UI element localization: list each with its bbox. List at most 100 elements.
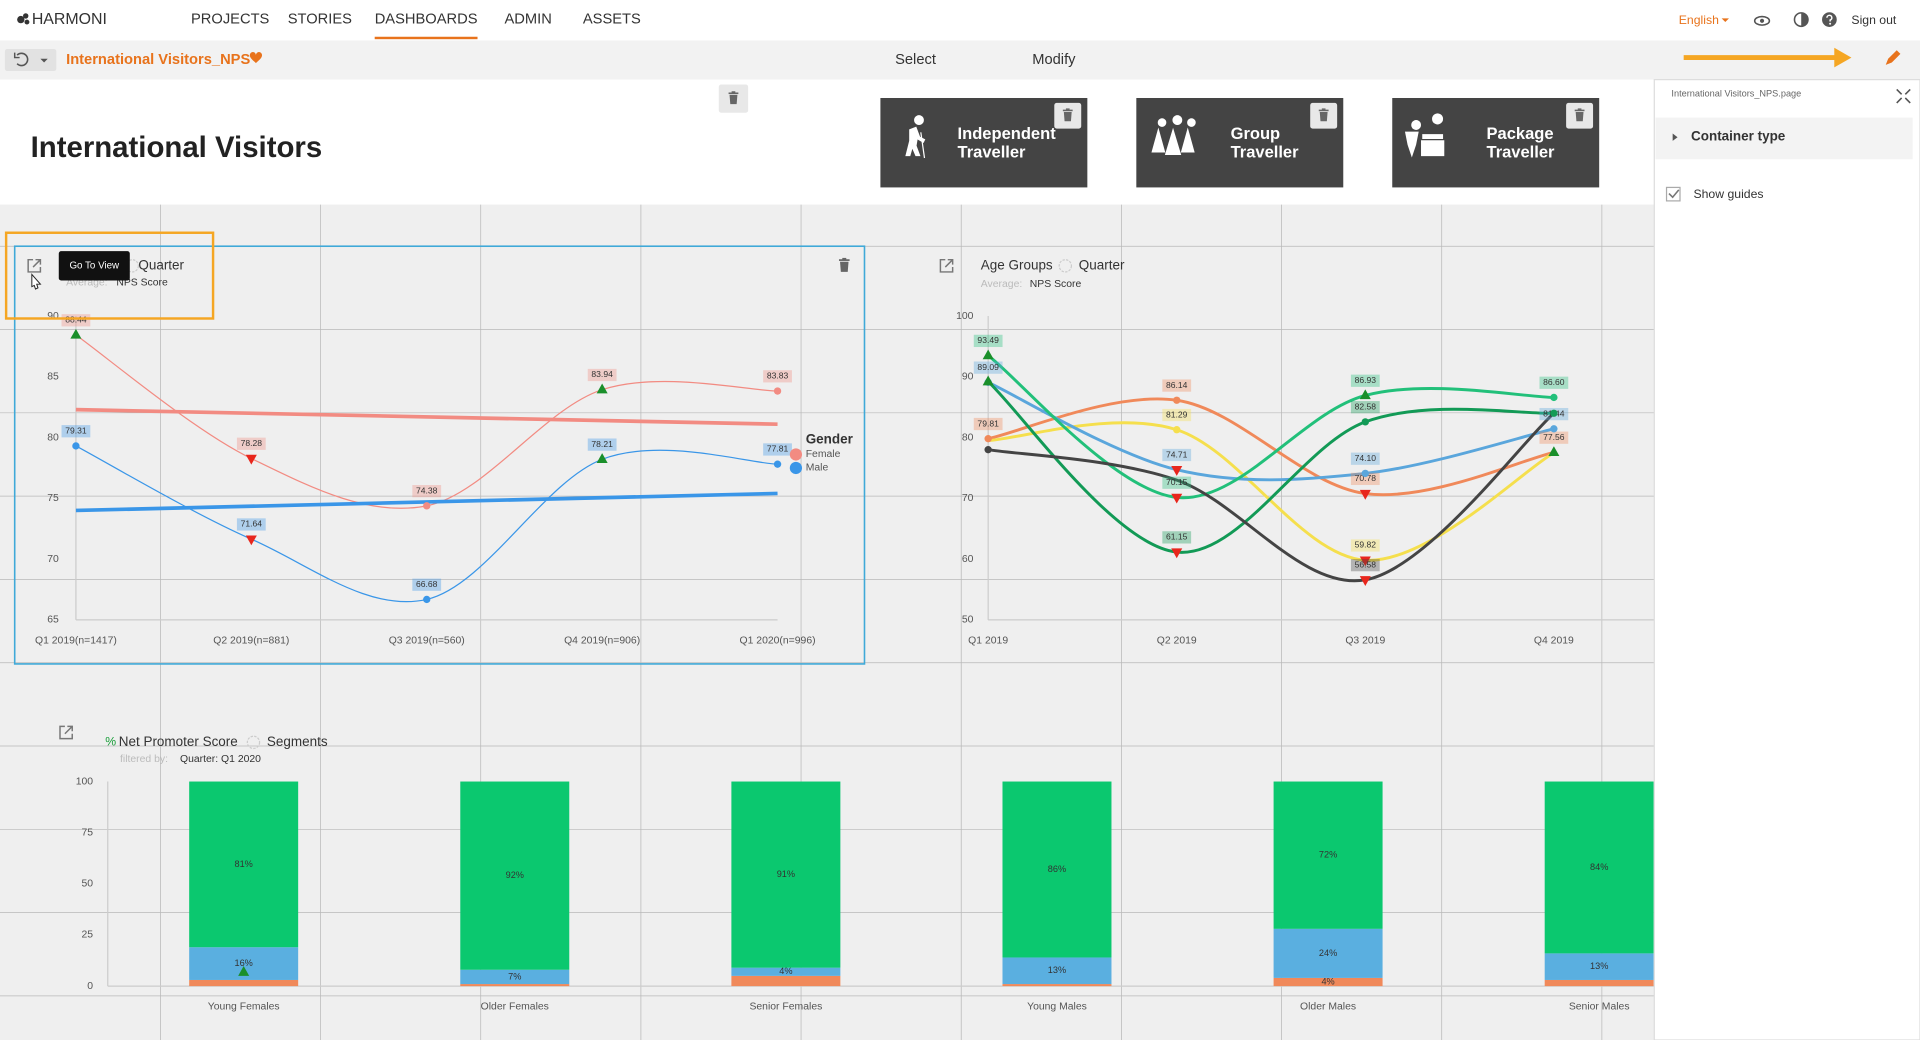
tile-label[interactable]: Package: [1487, 124, 1554, 143]
edit-icon[interactable]: [1885, 50, 1901, 65]
line-chart: 65 70 75 80 85 90 Q1 2019(n=1417) Q2 2019(n=881…: [35, 311, 816, 647]
data-label-bg: [236, 437, 266, 450]
chart-title-prefix: %: [105, 735, 116, 749]
data-label-bg: [1162, 448, 1192, 462]
data-label: 86.93: [1355, 375, 1377, 385]
down-marker: [1359, 556, 1371, 567]
legend-label[interactable]: Female: [806, 449, 841, 460]
header-delete[interactable]: [718, 84, 749, 113]
data-label-bg: [1350, 401, 1380, 414]
pointer-arrow: [1683, 47, 1852, 68]
tile-label[interactable]: Traveller: [1487, 142, 1556, 161]
nav-item[interactable]: ASSETS: [583, 11, 641, 27]
data-label-bg: [1539, 431, 1569, 444]
checkmark[interactable]: [1668, 189, 1680, 199]
section-row[interactable]: [1655, 117, 1913, 160]
properties-panel: [1653, 79, 1920, 1040]
data-label-bg: [1350, 452, 1380, 465]
modify-action[interactable]: Modify: [1032, 52, 1076, 68]
down-marker: [1359, 576, 1371, 586]
y-tick-label: 80: [47, 432, 59, 443]
help-icon-part[interactable]: [1829, 22, 1832, 25]
history-button[interactable]: [4, 48, 57, 72]
history-button-part[interactable]: [16, 52, 29, 67]
legend-label[interactable]: Male: [806, 463, 829, 474]
data-label: 4%: [1321, 976, 1334, 986]
help-icon[interactable]: [1822, 12, 1837, 27]
x-tick-label: Young Males: [1027, 1002, 1087, 1013]
point: [1361, 418, 1369, 426]
data-label: 86.14: [1166, 380, 1188, 390]
legend-swatch[interactable]: [789, 461, 803, 475]
chart-title: Quarter: [1079, 257, 1125, 272]
history-button-part[interactable]: [13, 52, 20, 59]
history-button-part[interactable]: [4, 48, 57, 72]
screen-part: PROJECTS STORIES DASHBOARDS ADMIN ASSETS: [191, 11, 641, 40]
preview-icon[interactable]: [1753, 15, 1771, 26]
data-label-bg: [1162, 476, 1192, 489]
chart-subtitle-label: Average:: [66, 278, 107, 289]
logo-icon-part[interactable]: [23, 13, 29, 19]
sign-out[interactable]: Sign out: [1851, 13, 1896, 27]
logo-icon[interactable]: [17, 13, 30, 25]
contrast-icon-part[interactable]: [1801, 12, 1808, 27]
series-line: [987, 412, 1555, 583]
point: [1550, 425, 1558, 433]
language-caret[interactable]: [1721, 18, 1729, 23]
preview-icon-part[interactable]: [1759, 18, 1765, 23]
checkbox-label[interactable]: Show guides: [1693, 187, 1763, 201]
header: [0, 79, 1655, 205]
selected-container[interactable]: [13, 245, 866, 665]
section-title[interactable]: Container type: [1691, 129, 1786, 144]
tile-icon[interactable]: [1404, 113, 1445, 158]
select-action[interactable]: Select: [895, 52, 936, 68]
tile-icon[interactable]: [1151, 115, 1196, 155]
logo[interactable]: HARMONI: [32, 11, 107, 28]
chart-title: Age Groups: [981, 257, 1053, 272]
data-label-bg: [763, 443, 792, 456]
bar-segment: [460, 969, 570, 985]
x-tick-label: Older Females: [481, 1002, 549, 1013]
data-label-bg: [1350, 472, 1380, 486]
section-caret[interactable]: [1672, 133, 1678, 141]
nav-item[interactable]: STORIES: [288, 11, 352, 27]
logo-icon-part[interactable]: [17, 15, 25, 24]
nav-item[interactable]: ADMIN: [504, 11, 551, 27]
collapse-icon[interactable]: [1896, 88, 1911, 104]
y-tick-label: 75: [47, 493, 59, 504]
preview-icon-part[interactable]: [1753, 15, 1771, 26]
y-tick-label: 50: [962, 615, 974, 626]
y-tick-label: 50: [81, 879, 93, 890]
legend-swatch[interactable]: [789, 448, 803, 461]
y-tick-label: 70: [962, 493, 974, 504]
data-label: 91%: [777, 869, 795, 879]
favorite-icon[interactable]: [249, 52, 263, 64]
tile-label[interactable]: Traveller: [1231, 142, 1300, 161]
language[interactable]: English: [1679, 13, 1719, 27]
history-button-part[interactable]: [40, 58, 48, 63]
dashboard-title: International Visitors: [31, 131, 323, 164]
data-label: 24%: [1319, 948, 1337, 958]
chart-subtitle-label: Average:: [981, 279, 1022, 290]
panel-file: International Visitors_NPS.page: [1671, 89, 1801, 99]
edit-icon-part[interactable]: [1885, 50, 1901, 65]
tile-label[interactable]: Group: [1231, 124, 1281, 143]
tile-icon[interactable]: [905, 115, 926, 159]
bar-segment: [1002, 957, 1112, 985]
up-marker: [982, 349, 994, 360]
nav-item[interactable]: DASHBOARDS: [375, 11, 478, 27]
series-line: [988, 421, 1555, 562]
x-tick-label: Young Females: [208, 1002, 280, 1013]
help-icon-part[interactable]: [1826, 14, 1833, 22]
contrast-icon[interactable]: [1793, 12, 1809, 28]
point: [984, 446, 992, 454]
data-label-bg: [587, 368, 617, 382]
tile-label[interactable]: Independent: [958, 124, 1057, 143]
tile-label[interactable]: Traveller: [958, 142, 1027, 161]
logo-icon-part[interactable]: [24, 19, 30, 25]
x-tick-label: Q2 2019: [1157, 635, 1197, 646]
nav-item[interactable]: PROJECTS: [191, 11, 270, 27]
y-tick-label: 65: [47, 615, 59, 626]
checkbox[interactable]: [1665, 186, 1681, 202]
